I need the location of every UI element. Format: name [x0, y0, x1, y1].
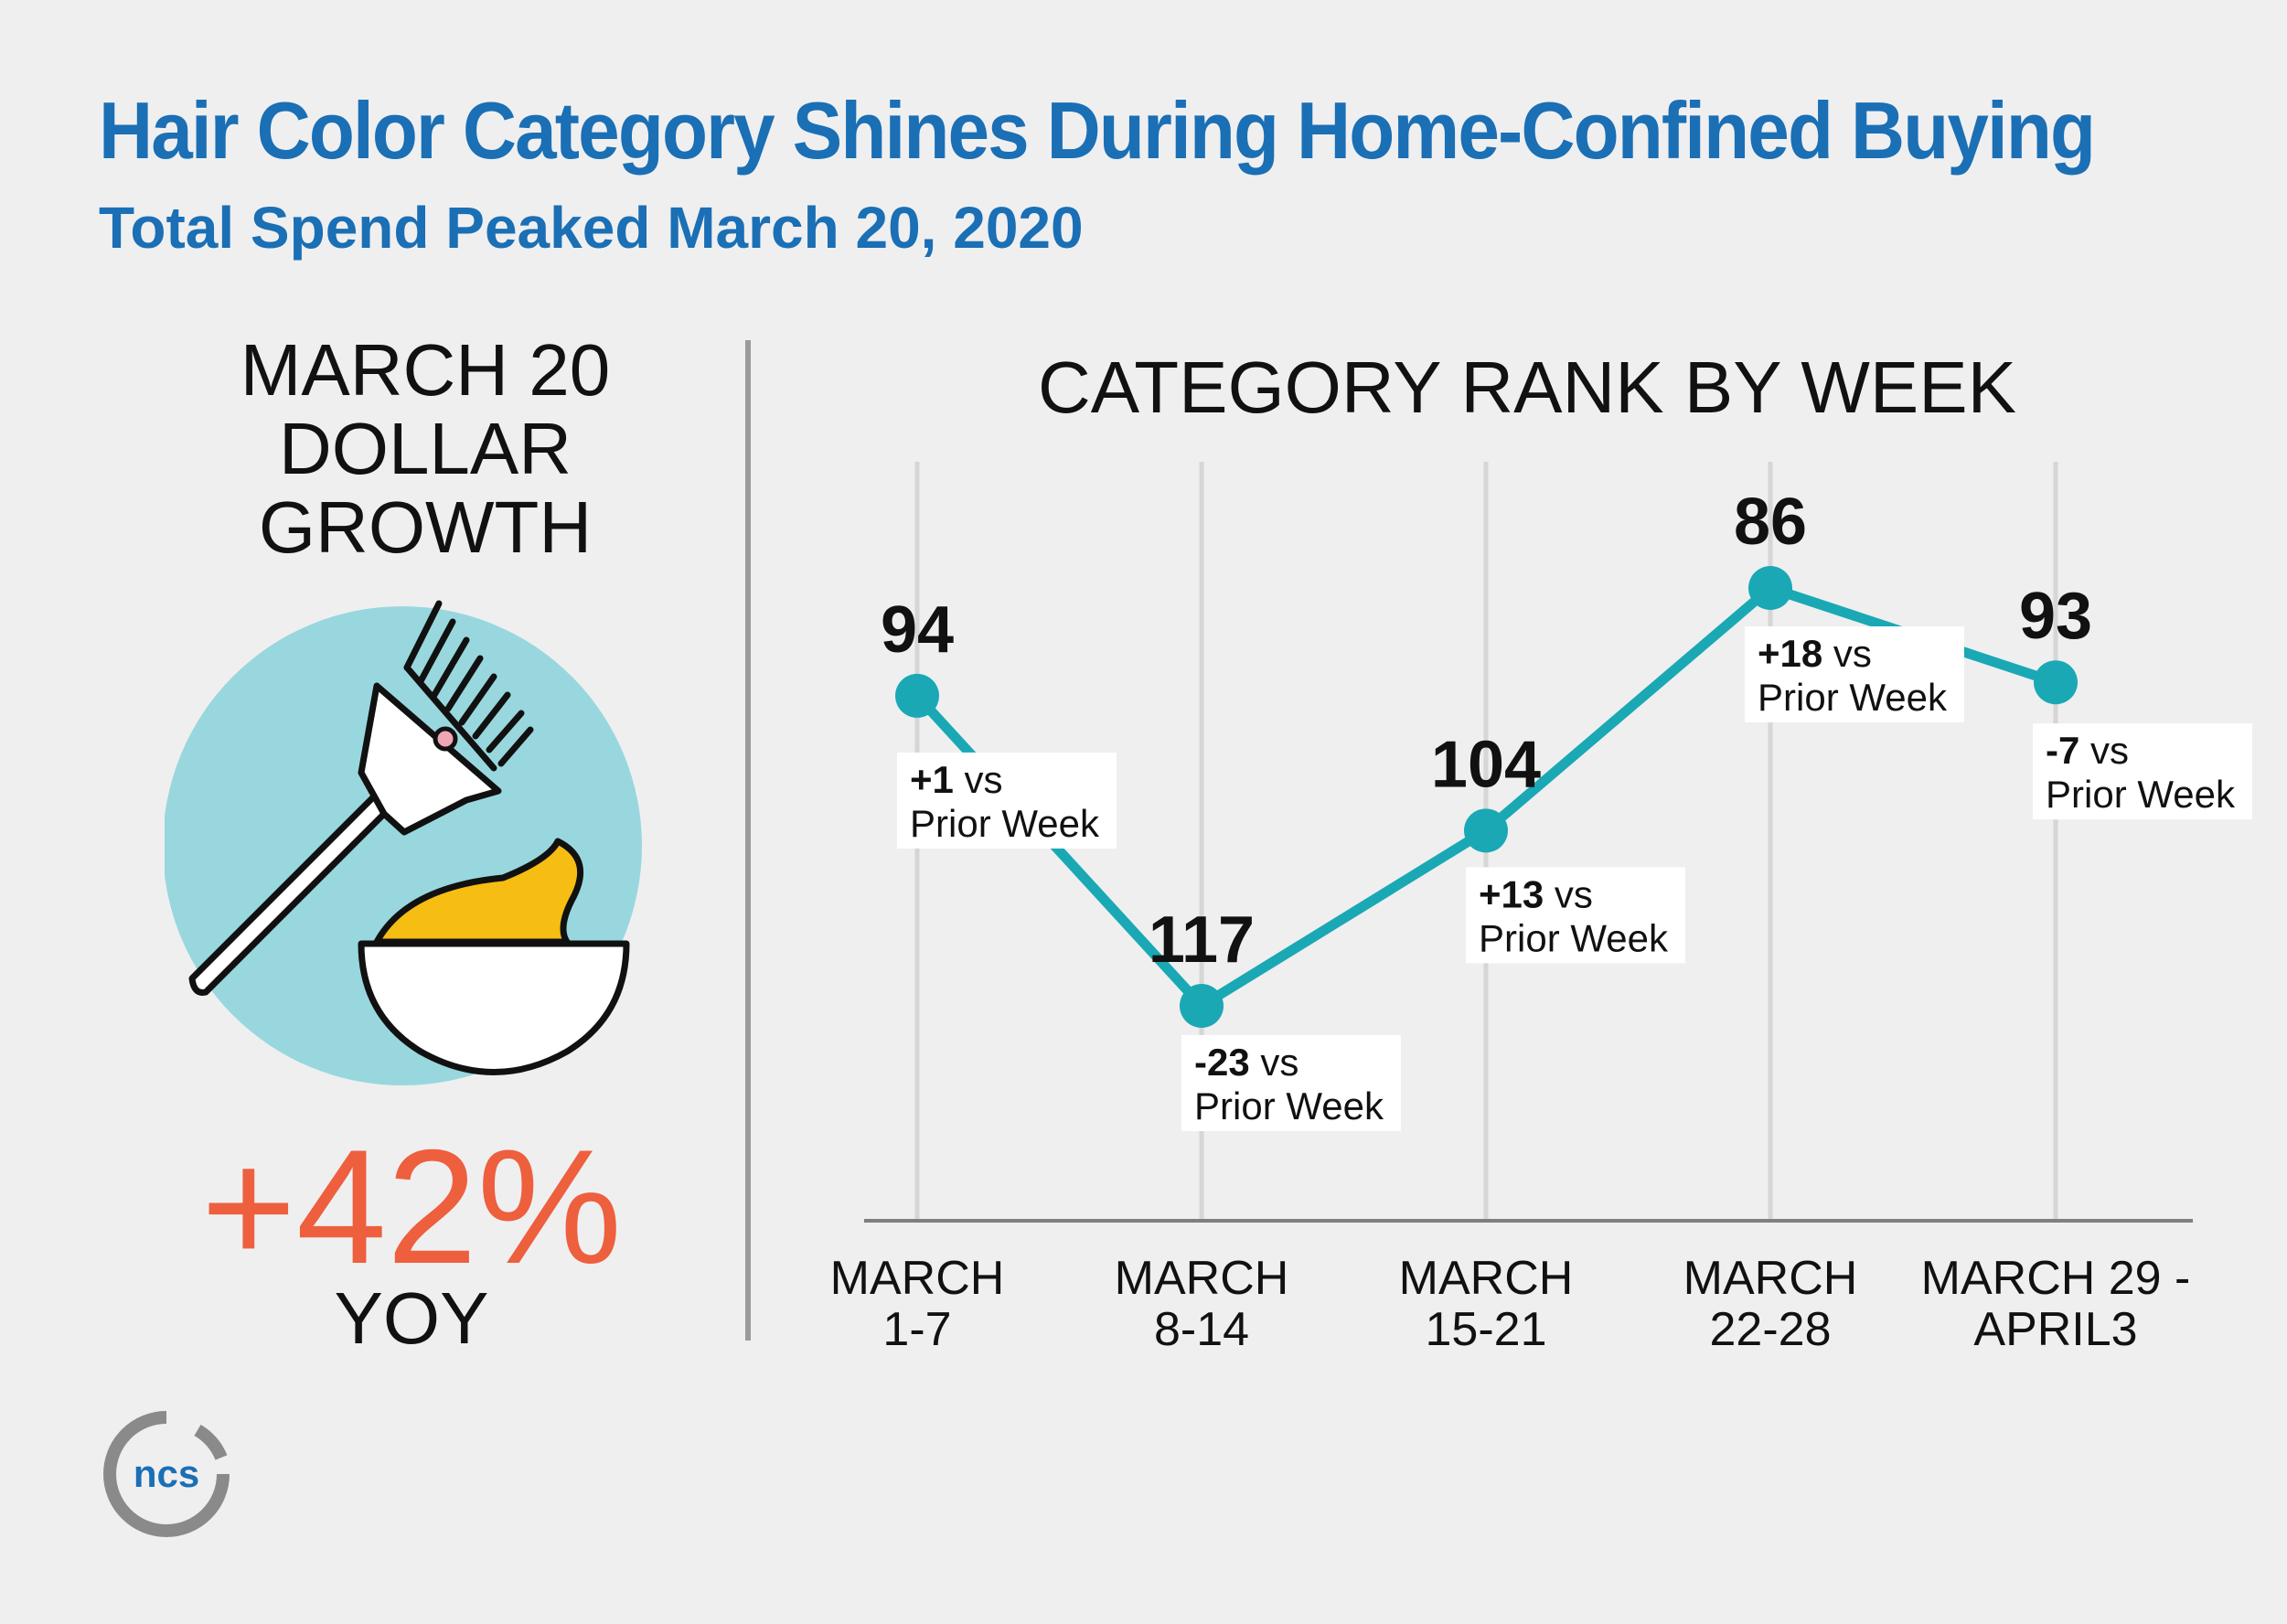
change-box-2	[1181, 1035, 1401, 1131]
data-point-3	[1464, 808, 1508, 853]
x-tick-label-1-line-2: 1-7	[882, 1303, 952, 1356]
data-point-5	[2034, 660, 2078, 705]
x-tick-label-3: MARCH 15-21	[1331, 1253, 1641, 1355]
change-box-4	[1745, 626, 1964, 722]
change-box-3	[1466, 867, 1685, 964]
x-tick-label-2: MARCH 8-14	[1046, 1253, 1357, 1355]
change-suffix-4: vs	[1822, 632, 1872, 675]
change-suffix-3: vs	[1544, 872, 1593, 915]
x-tick-label-5-line-2: APRIL3	[1973, 1303, 2138, 1356]
x-tick-label-4: MARCH 22-28	[1615, 1253, 1926, 1355]
value-label-5: 93	[2019, 580, 2092, 653]
x-tick-label-2-line-1: MARCH	[1114, 1252, 1289, 1305]
change-line2-1: Prior Week	[910, 802, 1100, 845]
change-line2-3: Prior Week	[1479, 916, 1669, 959]
panel-divider	[745, 340, 751, 1341]
x-tick-label-4-line-1: MARCH	[1683, 1252, 1858, 1305]
growth-heading-line-2: DOLLAR	[278, 408, 572, 489]
chart-subtitle: Total Spend Peaked March 20, 2020	[99, 195, 1084, 261]
rank-chart-title: CATEGORY RANK BY WEEK	[1038, 347, 2016, 428]
change-value-4: +18	[1758, 632, 1822, 675]
change-line2-2: Prior Week	[1194, 1084, 1384, 1127]
change-box-1	[897, 752, 1117, 849]
dye-brush-icon	[188, 600, 534, 996]
x-tick-label-5: MARCH 29 - APRIL3	[1900, 1253, 2211, 1355]
value-label-1: 94	[881, 593, 954, 667]
ncs-logo-text: ncs	[134, 1452, 199, 1495]
x-tick-label-5-line-1: MARCH 29 -	[1920, 1252, 2191, 1305]
data-point-4	[1748, 566, 1792, 610]
ncs-logo-ring	[103, 1411, 230, 1537]
x-tick-label-3-line-2: 15-21	[1425, 1303, 1547, 1356]
chart-title-main: Hair Color Category Shines During Home-C…	[99, 85, 2096, 176]
value-label-3: 104	[1431, 728, 1541, 801]
growth-heading-line-1: MARCH 20	[240, 329, 611, 411]
change-suffix-2: vs	[1250, 1041, 1299, 1084]
x-tick-label-3-line-1: MARCH	[1398, 1252, 1574, 1305]
ncs-logo-arc	[194, 1424, 228, 1460]
change-value-3: +13	[1479, 872, 1544, 915]
growth-heading-line-3: GROWTH	[258, 486, 593, 568]
value-label-4: 86	[1734, 486, 1807, 559]
change-box-5	[2033, 723, 2252, 820]
change-label-3: +13 vs	[1479, 872, 1593, 915]
ncs-logo: ncs	[103, 1411, 230, 1537]
x-tick-label-1: MARCH 1-7	[762, 1253, 1073, 1355]
change-line2-5: Prior Week	[2046, 773, 2236, 816]
change-line2-4: Prior Week	[1758, 676, 1948, 719]
change-label-4: +18 vs	[1758, 632, 1872, 675]
x-tick-label-1-line-1: MARCH	[829, 1252, 1005, 1305]
change-value-1: +1	[910, 758, 954, 801]
change-suffix-5: vs	[2079, 729, 2129, 772]
growth-label: YOY	[334, 1277, 489, 1359]
change-label-1: +1 vs	[910, 758, 1003, 801]
value-label-2: 117	[1149, 903, 1255, 977]
change-label-5: -7 vs	[2046, 729, 2129, 772]
data-point-2	[1180, 984, 1224, 1028]
change-value-2: -23	[1194, 1041, 1250, 1084]
x-tick-label-4-line-2: 22-28	[1709, 1303, 1832, 1356]
change-value-5: -7	[2046, 729, 2079, 772]
change-suffix-1: vs	[954, 758, 1003, 801]
hair-dye-illustration	[165, 600, 642, 1085]
growth-heading: MARCH 20 DOLLAR GROWTH	[128, 331, 722, 567]
change-label-2: -23 vs	[1194, 1041, 1298, 1084]
x-tick-label-2-line-2: 8-14	[1153, 1303, 1250, 1356]
growth-value: +42%	[200, 1116, 623, 1298]
dye-bowl-icon	[358, 838, 630, 1075]
data-point-1	[895, 673, 939, 718]
